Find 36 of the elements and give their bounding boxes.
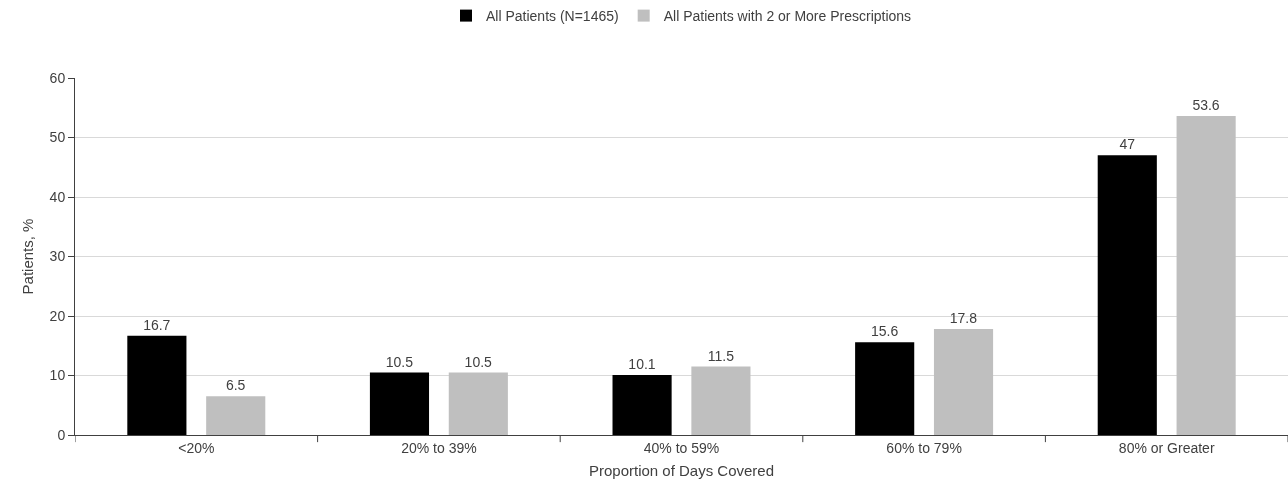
y-tick-label: 40 <box>49 188 66 205</box>
bar <box>448 372 508 435</box>
bar <box>933 329 994 435</box>
legend-label: All Patients (N=1465) <box>486 8 619 25</box>
data-label: 10.5 <box>385 353 414 370</box>
x-tick-label: 40% to 59% <box>643 439 720 456</box>
x-tick-label: <20% <box>178 439 215 456</box>
y-tick-label: 10 <box>49 367 66 384</box>
data-label: 15.6 <box>870 323 899 340</box>
x-tick-label: 60% to 79% <box>886 439 962 456</box>
x-tick-label: 20% to 39% <box>401 439 477 456</box>
x-tick-label: 80% or Greater <box>1118 439 1215 456</box>
data-label: 17.8 <box>949 310 978 327</box>
legend-label: All Patients with 2 or More Prescriptions <box>663 8 912 25</box>
bar <box>206 396 266 435</box>
y-tick-label: 0 <box>57 426 66 443</box>
bar <box>691 366 751 435</box>
data-label: 53.6 <box>1192 97 1220 114</box>
y-tick-label: 20 <box>49 307 66 324</box>
bar <box>855 342 915 435</box>
y-axis-title: Patients, % <box>18 218 36 295</box>
data-label: 47 <box>1119 136 1136 153</box>
y-tick-label: 30 <box>49 248 66 265</box>
y-tick-label: 50 <box>49 129 66 146</box>
data-label: 6.5 <box>225 377 246 394</box>
data-label: 11.5 <box>707 347 735 364</box>
bar <box>1097 155 1157 435</box>
bar <box>612 374 672 435</box>
y-tick-label: 60 <box>49 69 66 86</box>
bar <box>1176 116 1236 435</box>
data-label: 10.1 <box>628 355 656 372</box>
data-label: 16.7 <box>143 316 171 333</box>
bar <box>127 335 187 435</box>
bar <box>369 372 430 435</box>
x-axis-title: Proportion of Days Covered <box>588 461 775 479</box>
data-label: 10.5 <box>464 353 493 370</box>
